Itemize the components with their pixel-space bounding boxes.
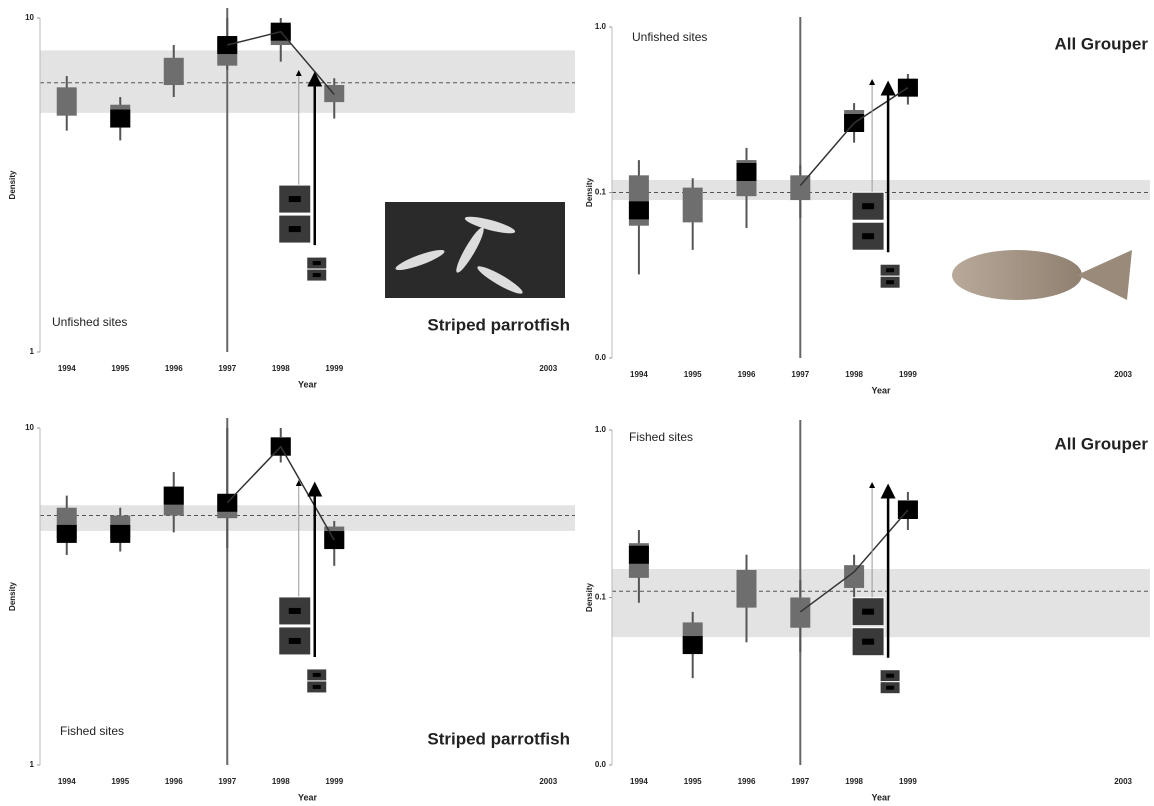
legend-icon-small-inner bbox=[313, 685, 321, 689]
x-tick-label: 1999 bbox=[325, 364, 343, 373]
x-tick-label: 1998 bbox=[272, 777, 290, 786]
x-tick-label: 1995 bbox=[111, 364, 129, 373]
y-axis-title: Density bbox=[585, 583, 594, 612]
panel: 0.0 0.1 1.0 1994 1995 1996 1997 1998 1999 2003 Yea… bbox=[585, 420, 1150, 802]
y-tick-label: 10 bbox=[25, 13, 34, 22]
x-tick-label: 1996 bbox=[738, 370, 756, 379]
y-tick-label: 1 bbox=[30, 760, 35, 769]
x-tick-label: 1997 bbox=[218, 364, 236, 373]
x-tick-label: 2003 bbox=[1114, 370, 1132, 379]
y-tick-label: 1.0 bbox=[595, 425, 607, 434]
x-tick-label: 1995 bbox=[684, 777, 702, 786]
box bbox=[683, 188, 703, 223]
estimate-marker bbox=[110, 525, 130, 543]
x-tick-label: 2003 bbox=[1114, 777, 1132, 786]
x-axis-title: Year bbox=[871, 792, 891, 802]
estimate-marker bbox=[164, 487, 184, 505]
panel: 0.0 0.1 1.0 1994 1995 1996 1997 1998 1999 2003 Yea… bbox=[585, 17, 1150, 395]
chart-grid: 1 10 1994 1995 1996 1997 1998 1999 2003 Year Densi… bbox=[0, 0, 1154, 806]
legend-icon-inner bbox=[289, 638, 301, 644]
site-label: Unfished sites bbox=[632, 30, 707, 44]
x-tick-label: 1994 bbox=[58, 777, 76, 786]
estimate-marker bbox=[57, 525, 77, 543]
x-tick-label: 1997 bbox=[791, 777, 809, 786]
y-tick-label: 10 bbox=[25, 423, 34, 432]
estimate-marker bbox=[110, 110, 130, 128]
box bbox=[790, 175, 810, 200]
y-tick-label: 0.1 bbox=[595, 593, 607, 602]
x-tick-label: 2003 bbox=[539, 777, 557, 786]
estimate-marker bbox=[898, 79, 918, 97]
estimate-marker bbox=[683, 636, 703, 654]
x-tick-label: 1995 bbox=[684, 370, 702, 379]
legend-icon-inner bbox=[862, 203, 874, 209]
x-tick-label: 1997 bbox=[791, 370, 809, 379]
y-tick-label: 1.0 bbox=[595, 22, 607, 31]
x-tick-label: 1997 bbox=[218, 777, 236, 786]
legend-icon-small-inner bbox=[313, 261, 321, 265]
box bbox=[737, 570, 757, 608]
box bbox=[164, 58, 184, 85]
x-tick-label: 1996 bbox=[165, 777, 183, 786]
legend-icon-inner bbox=[862, 233, 874, 239]
x-axis-title: Year bbox=[298, 379, 318, 389]
x-tick-label: 1995 bbox=[111, 777, 129, 786]
x-tick-label: 1994 bbox=[58, 364, 76, 373]
estimate-marker bbox=[629, 546, 649, 564]
x-tick-label: 2003 bbox=[539, 364, 557, 373]
x-tick-label: 1998 bbox=[272, 364, 290, 373]
x-tick-label: 1998 bbox=[845, 777, 863, 786]
y-tick-label: 0.0 bbox=[595, 353, 607, 362]
y-axis-title: Density bbox=[8, 582, 17, 611]
x-tick-label: 1994 bbox=[630, 370, 648, 379]
legend-icon-inner bbox=[289, 196, 301, 202]
chart-title: Striped parrotfish bbox=[427, 315, 570, 334]
legend-icon-small-inner bbox=[886, 268, 894, 272]
legend-icon-inner bbox=[289, 226, 301, 232]
legend-icon-small-inner bbox=[886, 280, 894, 284]
legend-icon-small-inner bbox=[313, 673, 321, 677]
site-label: Unfished sites bbox=[52, 315, 127, 329]
chart-title: All Grouper bbox=[1054, 34, 1148, 53]
x-tick-label: 1994 bbox=[630, 777, 648, 786]
panel: 1 10 1994 1995 1996 1997 1998 1999 2003 Year Densi… bbox=[8, 8, 575, 389]
estimate-marker bbox=[737, 163, 757, 181]
y-axis-title: Density bbox=[8, 170, 17, 199]
estimate-marker bbox=[629, 201, 649, 219]
x-tick-label: 1999 bbox=[325, 777, 343, 786]
fish-tail bbox=[1077, 250, 1132, 300]
y-axis-title: Density bbox=[585, 178, 594, 207]
x-axis-title: Year bbox=[298, 792, 318, 802]
figure: 1 10 1994 1995 1996 1997 1998 1999 2003 Year Densi… bbox=[0, 0, 1154, 806]
x-axis-title: Year bbox=[871, 385, 891, 395]
panel: 1 10 1994 1995 1996 1997 1998 1999 2003 Year Densi… bbox=[8, 418, 575, 802]
x-tick-label: 1996 bbox=[738, 777, 756, 786]
x-tick-label: 1996 bbox=[165, 364, 183, 373]
x-tick-label: 1999 bbox=[899, 370, 917, 379]
chart-title: All Grouper bbox=[1054, 434, 1148, 453]
box bbox=[790, 598, 810, 628]
y-tick-label: 0.0 bbox=[595, 760, 607, 769]
x-tick-label: 1998 bbox=[845, 370, 863, 379]
legend-icon-small-inner bbox=[313, 273, 321, 277]
x-tick-label: 1999 bbox=[899, 777, 917, 786]
estimate-marker bbox=[898, 501, 918, 519]
y-tick-label: 1 bbox=[30, 347, 35, 356]
legend-icon-small-inner bbox=[886, 674, 894, 678]
legend-icon-small-inner bbox=[886, 686, 894, 690]
chart-title: Striped parrotfish bbox=[427, 729, 570, 748]
site-label: Fished sites bbox=[60, 724, 124, 738]
fish-illustration bbox=[952, 250, 1082, 300]
legend-icon-inner bbox=[289, 608, 301, 614]
box bbox=[57, 87, 77, 115]
y-tick-label: 0.1 bbox=[595, 188, 607, 197]
legend-icon-inner bbox=[862, 639, 874, 645]
site-label: Fished sites bbox=[629, 430, 693, 444]
legend-icon-inner bbox=[862, 609, 874, 615]
